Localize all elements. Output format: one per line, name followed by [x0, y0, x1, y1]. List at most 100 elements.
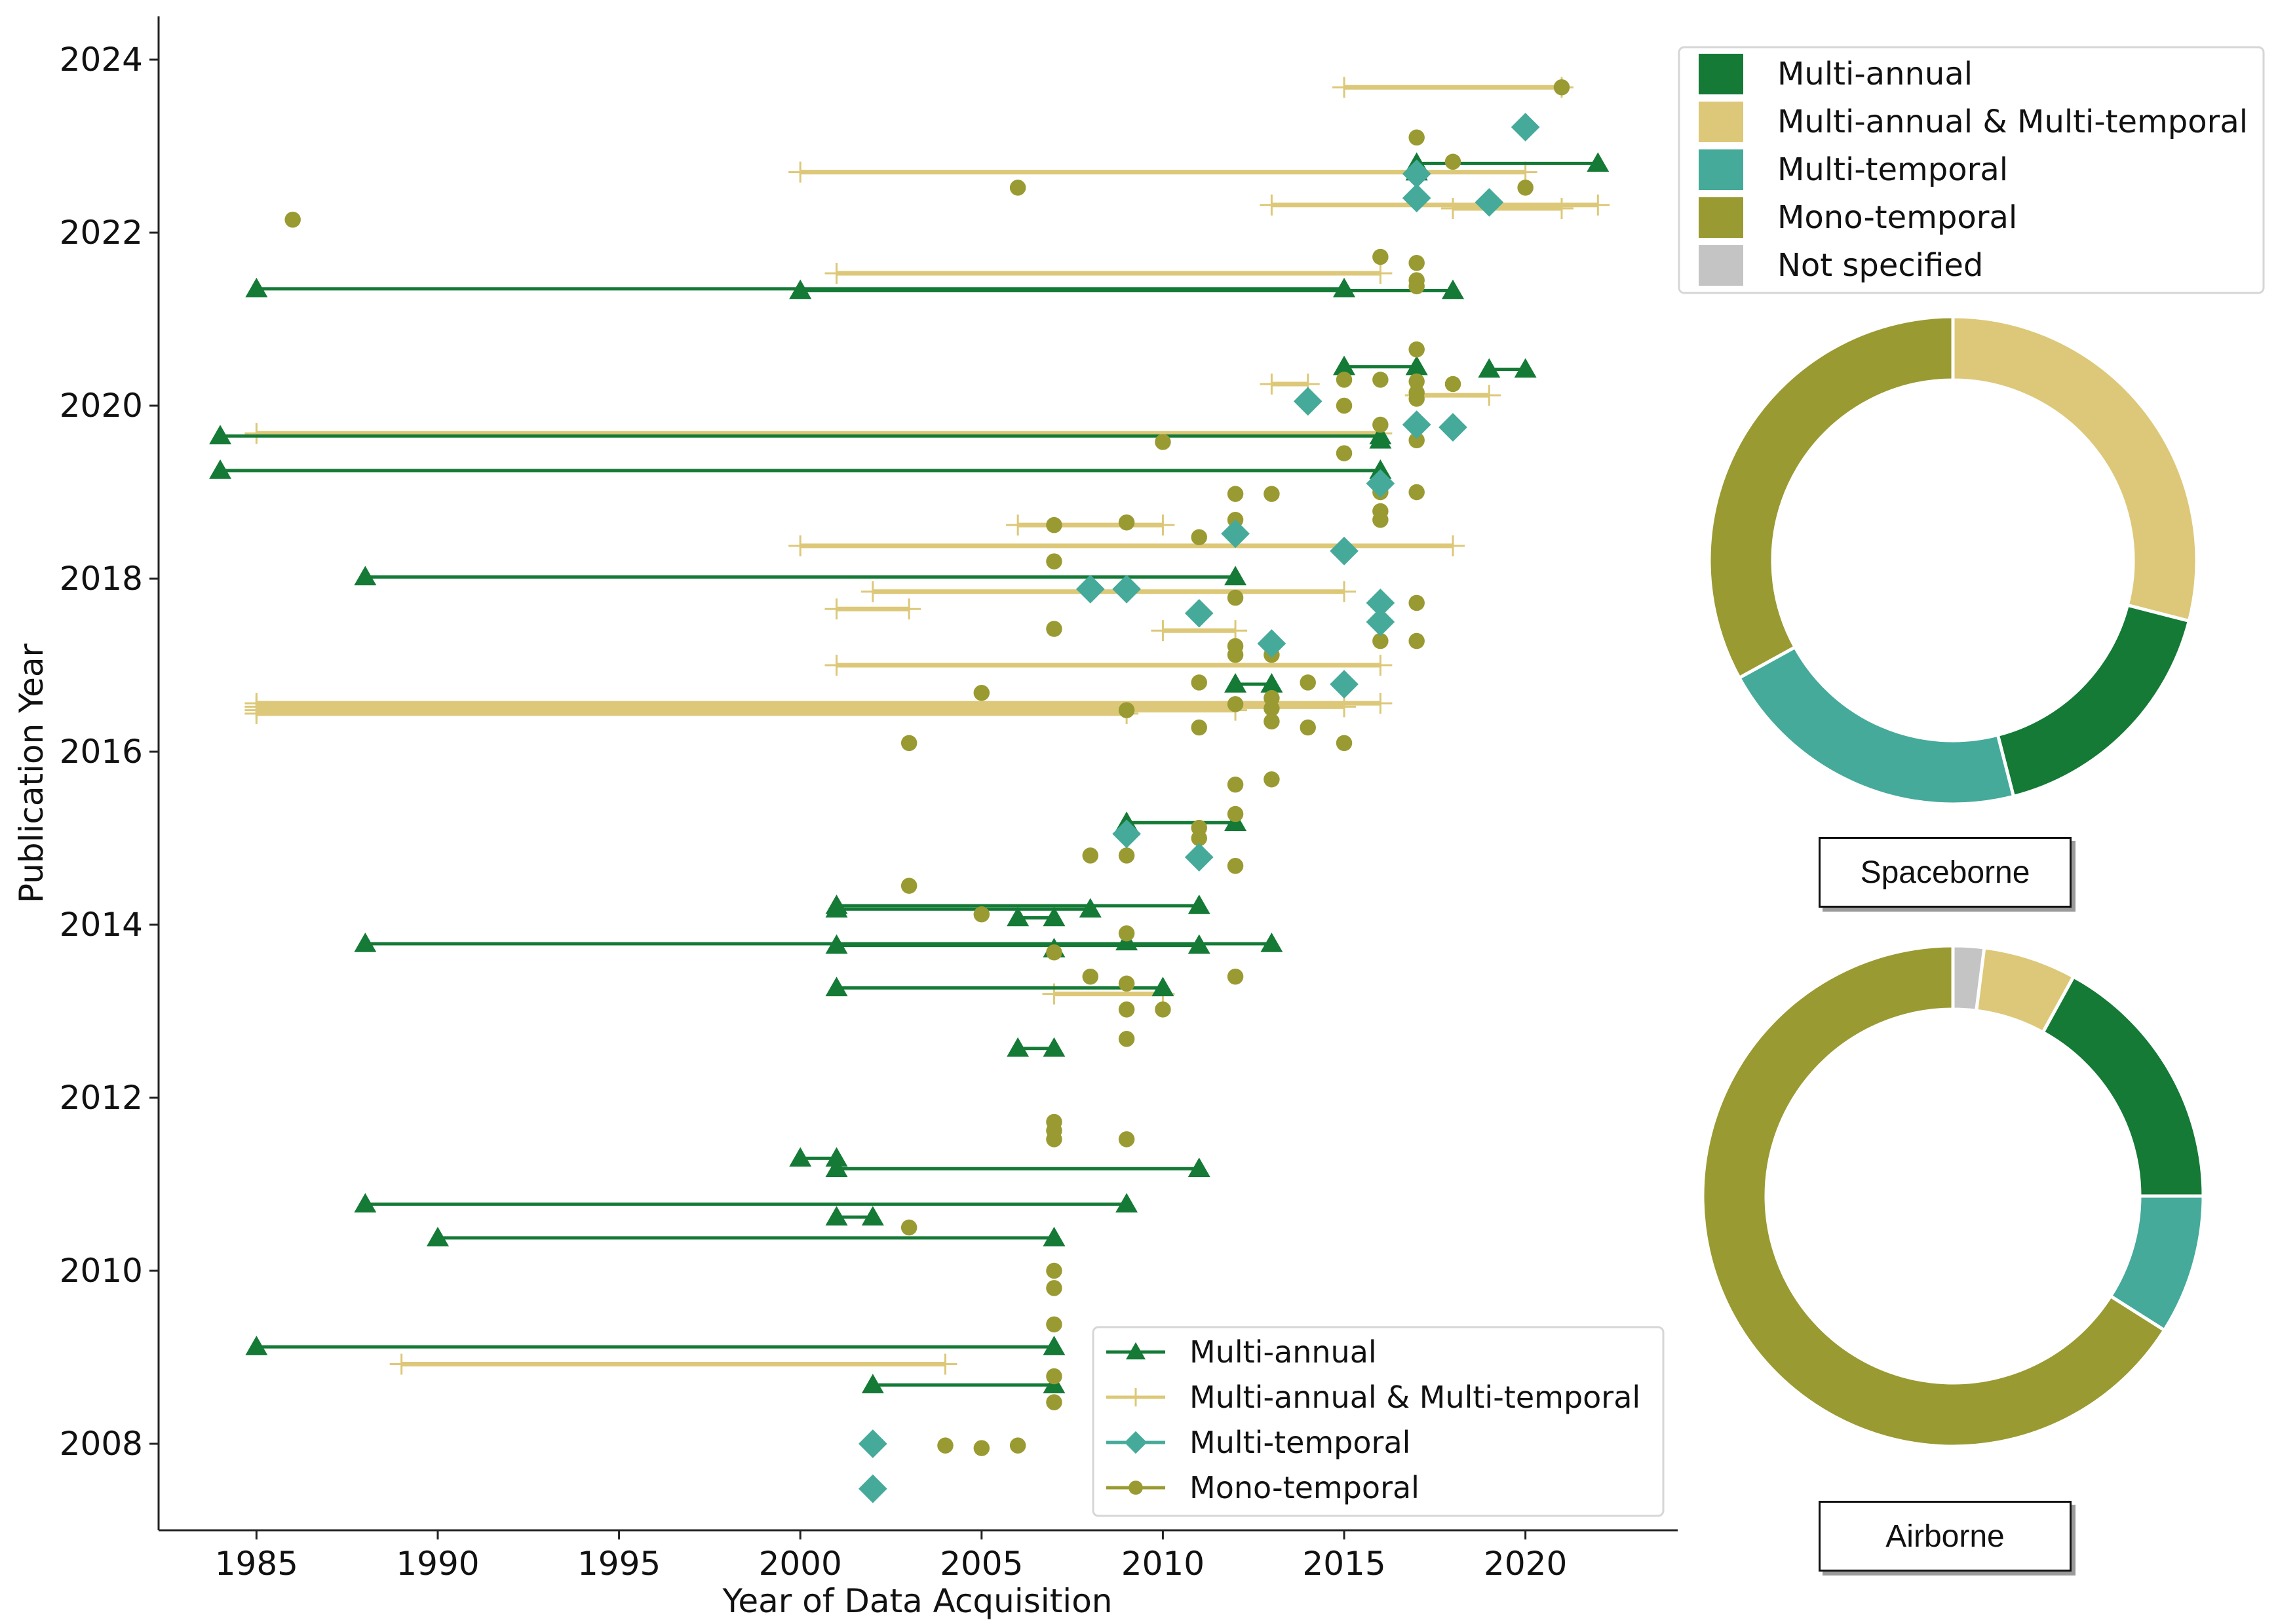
data-point: [1372, 372, 1389, 388]
airborne-label: Airborne: [1819, 1501, 2072, 1572]
data-point: [1444, 153, 1461, 170]
range-end-marker: [1587, 152, 1610, 172]
data-point: [973, 685, 990, 701]
range-end-marker: [1079, 898, 1102, 918]
y-tick-label: 2008: [60, 1425, 143, 1463]
data-point: [1191, 830, 1207, 847]
data-point: [1553, 79, 1570, 96]
data-point: [1264, 486, 1280, 502]
range-end-marker: [1442, 279, 1465, 300]
data-point: [1402, 184, 1431, 213]
range-end-marker: [1187, 1157, 1210, 1177]
pie-legend-frame: [1678, 46, 2265, 294]
legend-marker: [1124, 1431, 1148, 1454]
range-end-marker: [1187, 934, 1210, 954]
legend-marker: [1126, 1342, 1146, 1360]
series-multi-annual-temporal: [244, 77, 1610, 1375]
data-point: [1402, 410, 1431, 439]
data-point: [1118, 975, 1135, 992]
data-point: [1372, 512, 1389, 528]
data-point: [1408, 254, 1425, 271]
range-end-marker: [1187, 894, 1210, 914]
range-start-marker: [245, 277, 268, 298]
pie-legend-label: Mono-temporal: [1777, 199, 2017, 236]
data-point: [1009, 180, 1026, 196]
pie-legend-swatch: [1699, 197, 1743, 238]
data-point: [973, 906, 990, 923]
range-start-marker: [426, 1226, 449, 1247]
y-tick-label: 2022: [60, 214, 143, 252]
data-point: [1366, 469, 1395, 498]
scatter-legend-frame: [1092, 1326, 1665, 1517]
range-end-marker: [1405, 355, 1428, 376]
data-point: [1438, 413, 1467, 442]
range-start-marker: [1333, 355, 1356, 376]
range-end-marker: [1115, 1193, 1138, 1213]
data-point: [1227, 696, 1244, 712]
range-start-marker: [354, 1193, 377, 1213]
data-point: [1046, 1131, 1062, 1148]
range-start-marker: [354, 933, 377, 952]
x-axis-label: Year of Data Acquisition: [722, 1582, 1113, 1620]
data-point: [284, 211, 301, 228]
data-point: [1336, 397, 1353, 414]
data-point: [1336, 445, 1353, 461]
y-tick-label: 2024: [60, 41, 143, 79]
data-point: [858, 1474, 887, 1503]
pie-legend-label: Multi-annual: [1777, 56, 1973, 92]
y-ticks: 2008 2010 2012 2014 2016 2018 2020 2022 2024: [60, 41, 159, 1463]
range-start-marker: [825, 976, 848, 997]
range-start-marker: [1007, 1037, 1030, 1057]
range-start-marker: [1224, 673, 1247, 693]
data-point: [1184, 598, 1214, 628]
data-point: [1227, 968, 1244, 985]
data-point: [1046, 621, 1062, 637]
data-point: [1046, 1368, 1062, 1385]
x-ticks: 1985 1990 1995 2000 2005 2010 2015 2020: [215, 1530, 1567, 1583]
y-tick-label: 2014: [60, 906, 143, 944]
data-point: [1408, 484, 1425, 501]
x-tick-label: 2010: [1121, 1545, 1205, 1583]
data-point: [1082, 847, 1099, 864]
data-point: [1293, 387, 1322, 416]
data-point: [1264, 700, 1280, 717]
range-start-marker: [825, 898, 848, 918]
series-multi-temporal: [858, 113, 1540, 1503]
donut-slice-multi-annual-temporal: [1951, 315, 2199, 623]
x-tick-label: 1990: [396, 1545, 479, 1583]
data-point: [1408, 129, 1425, 146]
data-point: [1191, 674, 1207, 691]
data-point: [1112, 819, 1141, 849]
data-point: [937, 1437, 954, 1454]
donut-slice-multi-annual: [2040, 974, 2205, 1198]
data-point: [1118, 1031, 1135, 1047]
range-start-marker: [825, 1157, 848, 1177]
data-point: [1336, 372, 1353, 388]
data-point: [1046, 1316, 1062, 1333]
data-point: [1227, 805, 1244, 822]
range-end-marker: [1333, 277, 1356, 298]
data-point: [1366, 589, 1395, 617]
data-point: [1511, 113, 1540, 142]
data-point: [1408, 391, 1425, 407]
y-tick-label: 2016: [60, 733, 143, 771]
range-end-marker: [1043, 906, 1066, 927]
scatter-plot: 1985 1990 1995 2000 2005 2010 2015 2020 2008 201…: [12, 16, 1678, 1620]
range-start-marker: [861, 1374, 884, 1393]
x-tick-label: 2020: [1484, 1545, 1567, 1583]
data-point: [1264, 771, 1280, 788]
data-point: [1444, 376, 1461, 393]
data-point: [1112, 574, 1141, 604]
data-point: [1227, 776, 1244, 793]
range-end-marker: [1151, 976, 1174, 997]
data-point: [1046, 1394, 1062, 1410]
y-tick-label: 2010: [60, 1252, 143, 1290]
data-point: [973, 1440, 990, 1456]
series-multi-annual: [209, 152, 1610, 1393]
donut-slice-mono-temporal: [1701, 944, 2167, 1448]
data-point: [1046, 516, 1062, 533]
data-point: [1372, 632, 1389, 649]
range-end-marker: [861, 1206, 884, 1226]
data-point: [1408, 278, 1425, 295]
x-tick-label: 2005: [940, 1545, 1023, 1583]
